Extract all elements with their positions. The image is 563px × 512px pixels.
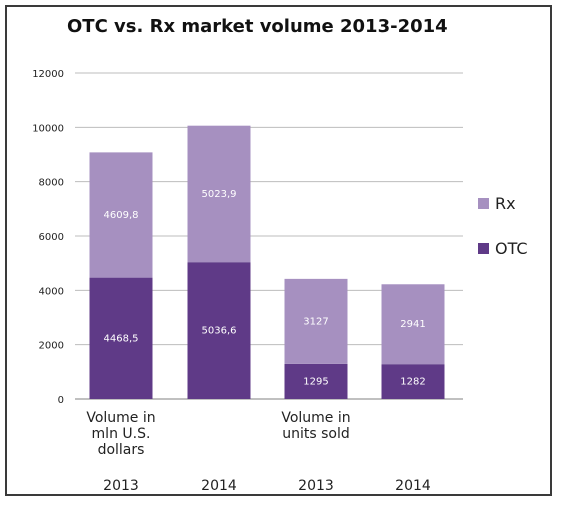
data-label: 4468,5 bbox=[104, 333, 139, 344]
y-tick-label: 10000 bbox=[32, 123, 64, 134]
data-label: 3127 bbox=[303, 316, 328, 327]
group-label-line: Volume in bbox=[281, 410, 350, 426]
bar-segment-rx bbox=[284, 278, 348, 364]
data-label: 1282 bbox=[400, 377, 425, 388]
data-label: 5036,6 bbox=[202, 326, 237, 337]
legend: OTC Rx bbox=[478, 194, 528, 258]
bar-segment-rx bbox=[187, 125, 251, 263]
data-label: 4609,8 bbox=[104, 210, 139, 221]
y-tick-label: 0 bbox=[58, 395, 64, 406]
bar-segment-rx bbox=[381, 284, 445, 365]
y-tick-label: 4000 bbox=[39, 286, 64, 297]
data-label: 1295 bbox=[303, 376, 328, 387]
category-label: 2014 bbox=[201, 478, 237, 494]
bar-segment-otc bbox=[187, 262, 251, 399]
y-tick-label: 2000 bbox=[39, 341, 64, 352]
chart-title: OTC vs. Rx market volume 2013-2014 bbox=[67, 16, 448, 37]
bar-segment-otc bbox=[381, 364, 445, 399]
bar-segment-otc bbox=[89, 277, 153, 399]
legend-label-rx: Rx bbox=[495, 194, 516, 213]
y-axis-ticks: 0 2000 4000 6000 8000 10000 12000 bbox=[32, 69, 64, 406]
legend-swatch-otc bbox=[478, 243, 489, 254]
data-label: 2941 bbox=[400, 319, 425, 330]
group-label-line: mln U.S. bbox=[92, 426, 151, 442]
y-tick-label: 12000 bbox=[32, 69, 64, 80]
category-label: 2013 bbox=[298, 478, 334, 494]
bar-segment-otc bbox=[284, 363, 348, 399]
legend-swatch-rx bbox=[478, 198, 489, 209]
group-label-line: Volume in bbox=[86, 410, 155, 426]
bar-segment-rx bbox=[89, 152, 153, 278]
data-label: 5023,9 bbox=[202, 189, 237, 200]
bars: 4468,5 4609,8 5036,6 5023,9 1295 3127 1282 2941 bbox=[89, 125, 445, 399]
group-label-line: dollars bbox=[98, 442, 145, 458]
group-label-line: units sold bbox=[282, 426, 350, 442]
y-tick-label: 8000 bbox=[39, 178, 64, 189]
y-tick-label: 6000 bbox=[39, 232, 64, 243]
legend-label-otc: OTC bbox=[495, 239, 528, 258]
category-label: 2013 bbox=[103, 478, 139, 494]
category-label: 2014 bbox=[395, 478, 431, 494]
